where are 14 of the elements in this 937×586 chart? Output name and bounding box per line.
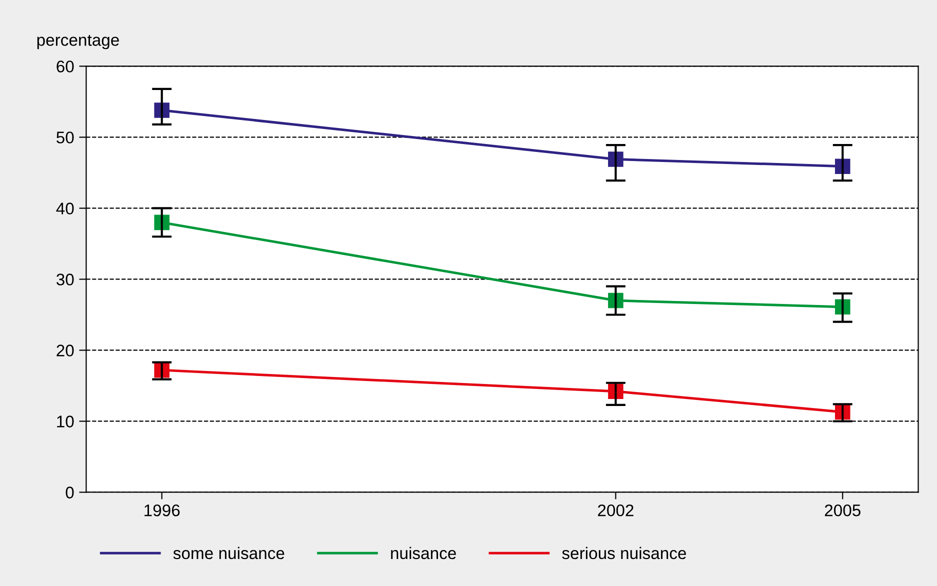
y-axis-title: percentage <box>37 34 119 50</box>
y-tick-label: 60 <box>56 60 74 72</box>
x-tick-label: 1996 <box>144 504 180 516</box>
y-tick-label: 50 <box>56 132 74 144</box>
x-tick-label: 2005 <box>824 504 860 516</box>
y-tick-label: 20 <box>56 344 74 356</box>
legend-label: serious nuisance <box>562 546 686 560</box>
y-tick-label: 30 <box>56 274 74 286</box>
y-tick-label: 40 <box>56 202 74 214</box>
x-tick-label: 2002 <box>598 504 634 516</box>
y-tick-label: 0 <box>66 486 74 498</box>
legend-label: nuisance <box>391 546 456 560</box>
y-tick-label: 10 <box>57 416 74 428</box>
legend-label: some nuisance <box>173 546 284 560</box>
